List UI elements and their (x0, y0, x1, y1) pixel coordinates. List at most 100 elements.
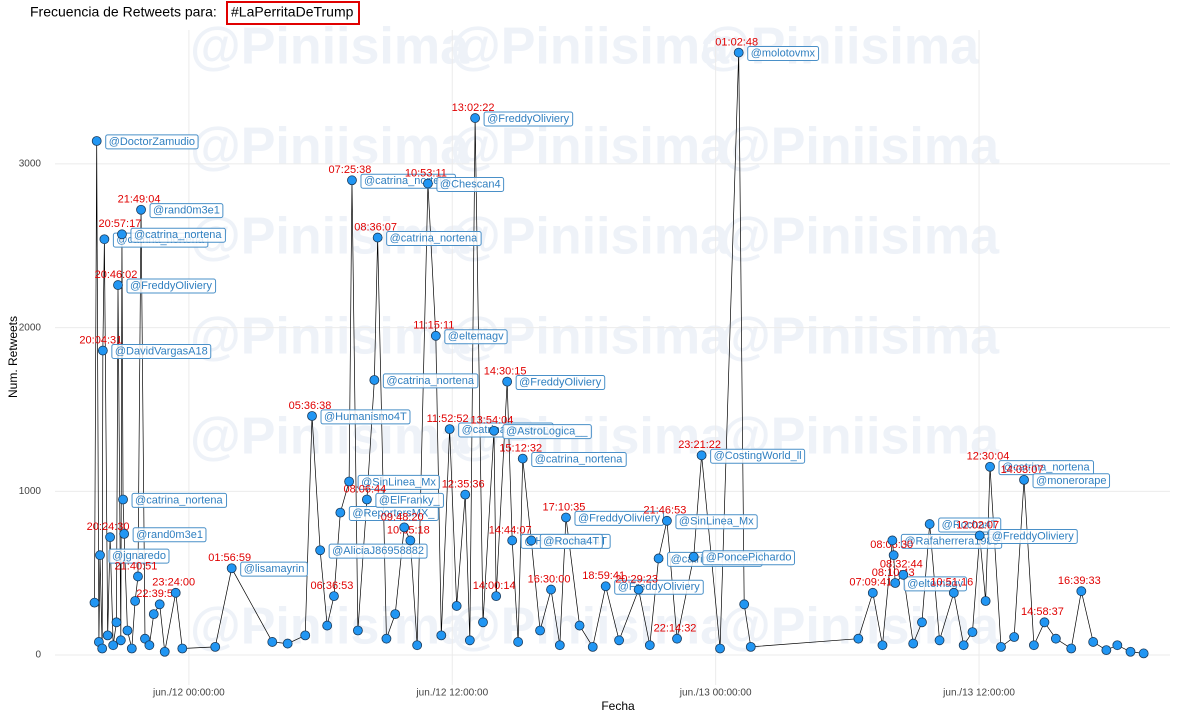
user-label-text: @catrina_nortena (134, 229, 222, 241)
point (996, 641, 1006, 652)
user-label-text: @rand0m3e1 (136, 529, 203, 541)
user-label: @SinLinea_Mx (675, 514, 758, 530)
point (136, 204, 146, 215)
user-label-text: @AliciaJ86958882 (332, 545, 424, 557)
labels: @DoctorZamudio@jgnaredo@DavidVargasA1820… (79, 36, 1111, 635)
user-label-box (515, 375, 606, 391)
point (1039, 617, 1050, 628)
user-label-box (149, 203, 224, 219)
watermark: @Piniisima (450, 208, 730, 266)
user-label-box (357, 474, 440, 490)
user-label: @catrina_nortena (130, 227, 226, 243)
point (159, 646, 170, 657)
point (733, 47, 744, 58)
point (1112, 640, 1123, 651)
point (381, 633, 392, 644)
user-label-box (531, 451, 627, 467)
y-axis-label: Num. Retweets (6, 316, 20, 398)
user-label-text: @SinLinea_Mx (679, 516, 754, 528)
point (890, 578, 901, 588)
point (985, 461, 995, 472)
point (335, 507, 346, 518)
point (688, 551, 699, 562)
user-label-text: @rand0m3e1 (153, 205, 220, 217)
point (867, 587, 878, 598)
point (502, 376, 513, 387)
user-label-text: @ReportersMX_ (352, 508, 435, 520)
point (282, 638, 293, 649)
user-label: @rand0m3e1 (132, 527, 207, 543)
time-label: 18:59:41 (582, 570, 625, 582)
time-label: 07:09:41 (849, 577, 892, 589)
point (600, 581, 611, 592)
user-label: @jgnaredo (108, 548, 170, 564)
user-label: @rand0m3e1 (149, 203, 224, 219)
user-label: @catrina_nortena (382, 373, 479, 389)
user-label-box (938, 517, 1002, 533)
time-label: 16:30:00 (528, 573, 571, 585)
point (329, 591, 339, 602)
point (517, 453, 528, 464)
point (451, 601, 462, 611)
point (170, 587, 181, 598)
point (108, 640, 119, 651)
user-label: @molotovmx (747, 45, 820, 61)
user-label-box (747, 45, 820, 61)
point (130, 596, 141, 606)
user-label-text: @catrina_nortena (390, 232, 478, 244)
time-label: 22:39:58 (136, 588, 179, 600)
user-label-box (328, 543, 428, 559)
point (739, 599, 750, 610)
point (1066, 643, 1077, 654)
point (644, 640, 655, 651)
point (917, 617, 927, 628)
user-label: @FreddyOliviery (483, 111, 574, 127)
point (405, 535, 416, 546)
time-label: 21:46:53 (644, 505, 687, 517)
time-label: 13:54:04 (471, 415, 514, 427)
time-label: 20:29:23 (615, 573, 658, 585)
time-label: 09:48:20 (381, 511, 424, 523)
time-label: 14:30:15 (484, 366, 527, 378)
point (491, 591, 502, 602)
point (1088, 637, 1099, 647)
time-label: 01:56:59 (208, 552, 251, 564)
user-label-box (702, 550, 795, 566)
watermark: @Piniisima (720, 308, 1000, 366)
point (546, 584, 556, 595)
user-label-text: @FreddyOliviery (487, 113, 570, 125)
time-label: 22:14:32 (654, 623, 697, 635)
point (587, 641, 598, 652)
user-label-text: @monerorape (1036, 475, 1106, 487)
point (133, 571, 143, 582)
user-label-text: @AstroLogica__ (506, 426, 588, 438)
point (177, 643, 188, 654)
time-label: 10:51:16 (930, 577, 973, 589)
time-label: 06:36:53 (311, 580, 354, 592)
time-label: 20:04:31 (79, 334, 122, 346)
watermark: @Piniisima (720, 118, 1000, 176)
point (430, 330, 441, 341)
user-label-text: @DavidVargasA18 (115, 345, 208, 357)
chart-title: Frecuencia de Retweets para: (30, 4, 217, 20)
user-label-text: @Rocha4T (543, 535, 599, 547)
time-label: 11:15:11 (413, 320, 454, 332)
user-label-text: @eltemagv (907, 578, 963, 590)
point (974, 530, 985, 541)
user-label-box (675, 514, 758, 530)
user-label-box (382, 373, 479, 389)
point (1029, 640, 1039, 651)
user-label: @SinLinea_Mx (357, 474, 440, 490)
user-label-text: @FreddyOliviery (992, 530, 1075, 542)
user-label-box (131, 492, 228, 508)
time-label: 16:39:33 (1058, 575, 1101, 587)
point (399, 522, 410, 533)
point (97, 643, 108, 654)
point (148, 609, 159, 620)
point (888, 550, 899, 561)
hashtag-box (226, 1, 360, 25)
x-tick-label: jun./12 12:00:00 (415, 688, 488, 699)
watermark: @Piniisima (700, 18, 980, 76)
time-label: 15:12:32 (499, 442, 542, 454)
point (1101, 645, 1112, 656)
